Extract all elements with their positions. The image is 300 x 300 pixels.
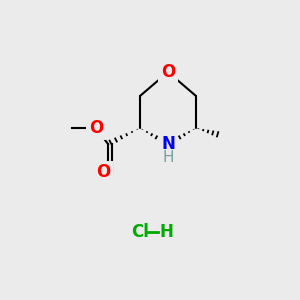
- Text: Cl: Cl: [131, 223, 149, 241]
- Text: O: O: [89, 119, 103, 137]
- Text: H: H: [162, 151, 174, 166]
- Text: H: H: [159, 223, 173, 241]
- Text: O: O: [96, 163, 110, 181]
- Text: O: O: [161, 63, 175, 81]
- Text: N: N: [161, 135, 175, 153]
